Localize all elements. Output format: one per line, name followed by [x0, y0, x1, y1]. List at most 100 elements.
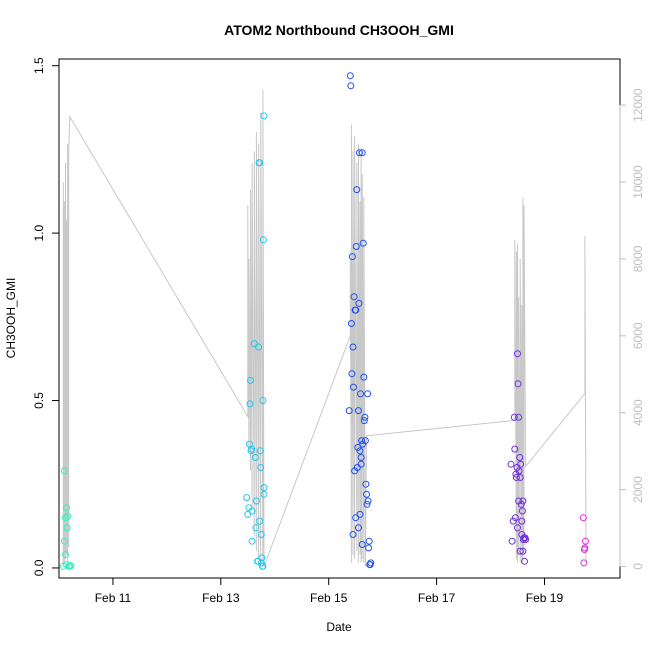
data-point: [62, 551, 69, 559]
data-point: [259, 236, 267, 244]
data-point: [257, 559, 265, 567]
data-point: [251, 454, 259, 461]
data-point: [363, 500, 371, 508]
data-point: [349, 343, 357, 351]
y-tick-label: 0.0: [32, 559, 46, 576]
y2-tick-label: 12000: [631, 88, 645, 122]
data-point: [515, 413, 523, 421]
data-point: [515, 467, 523, 475]
data-point: [359, 239, 367, 247]
data-point: [367, 559, 375, 567]
data-point: [514, 380, 522, 388]
data-point: [257, 464, 265, 471]
data-point: [514, 350, 521, 358]
y2-tick-label: 2000: [631, 476, 645, 503]
data-point: [364, 497, 372, 505]
y-axis-left: 0.0 0.5 1.0 1.5: [32, 57, 60, 576]
data-point: [64, 512, 72, 520]
x-tick-label: Feb 11: [95, 591, 132, 605]
data-point: [514, 524, 521, 532]
data-point: [356, 149, 363, 157]
data-point: [63, 504, 71, 512]
data-point: [60, 537, 68, 545]
data-point: [357, 454, 365, 461]
data-point: [521, 557, 528, 565]
data-point: [350, 383, 357, 391]
data-point: [511, 514, 519, 522]
data-point: [256, 447, 264, 455]
data-point: [350, 293, 358, 301]
data-point: [243, 494, 251, 502]
data-point: [507, 460, 515, 468]
data-point: [257, 531, 265, 538]
data-point: [250, 340, 258, 348]
data-point: [511, 445, 519, 453]
chart-title: ATOM2 Northbound CH3OOH_GMI: [224, 22, 454, 38]
data-point: [522, 536, 530, 543]
data-point: [349, 531, 357, 538]
y-axis-label: CH3OOH_GMI: [4, 278, 18, 359]
secondary-altitude-series: [62, 89, 587, 567]
data-point: [360, 373, 368, 381]
data-point: [248, 537, 256, 545]
data-point: [519, 547, 527, 555]
y2-tick-label: 10000: [631, 165, 645, 199]
data-point: [67, 562, 75, 570]
data-point: [358, 437, 366, 445]
data-point: [516, 547, 524, 555]
data-point: [260, 112, 268, 120]
data-point: [260, 484, 268, 492]
data-point: [515, 497, 523, 505]
data-point: [510, 413, 518, 421]
data-point: [352, 514, 360, 522]
data-point: [365, 544, 373, 552]
data-point: [362, 480, 370, 488]
x-tick-label: Feb 13: [202, 591, 240, 605]
data-point: [347, 320, 355, 327]
data-point: [360, 417, 368, 425]
data-point: [363, 490, 370, 498]
data-point: [63, 524, 71, 532]
y2-tick-label: 8000: [631, 245, 645, 272]
data-point: [256, 517, 264, 525]
data-point: [361, 413, 369, 421]
y-axis-right: 0 2000 4000 6000 8000 10000 12000: [619, 88, 645, 570]
data-point: [62, 514, 69, 522]
y-tick-label: 1.0: [32, 224, 46, 241]
y-tick-label: 1.5: [32, 57, 46, 74]
data-point: [580, 559, 588, 567]
data-point: [244, 510, 252, 518]
plot-frame: [58, 58, 621, 579]
data-point: [346, 72, 354, 80]
data-point: [582, 537, 589, 545]
data-point: [353, 186, 361, 194]
secondary-series-line: [62, 89, 587, 567]
data-point: [352, 243, 360, 250]
x-axis-label: Date: [326, 620, 352, 634]
data-point: [516, 454, 524, 461]
data-point: [259, 397, 267, 404]
data-point: [358, 541, 366, 548]
x-tick-label: Feb 19: [526, 591, 564, 605]
data-point: [357, 460, 365, 468]
scatter-points: [59, 72, 589, 570]
data-point: [579, 514, 587, 522]
x-tick-label: Feb 15: [310, 591, 348, 605]
data-point: [508, 537, 516, 545]
data-point: [354, 524, 362, 532]
y-tick-label: 0.5: [32, 392, 46, 409]
data-point: [361, 437, 369, 445]
data-point: [255, 343, 263, 351]
data-point: [246, 400, 254, 408]
data-point: [518, 507, 526, 515]
data-point: [252, 524, 260, 532]
data-point: [354, 407, 362, 415]
data-point: [512, 474, 520, 481]
data-point: [260, 490, 268, 498]
data-point: [252, 497, 260, 505]
data-point: [345, 407, 353, 415]
data-point: [348, 370, 356, 378]
data-point: [352, 306, 360, 314]
data-point: [365, 537, 373, 545]
